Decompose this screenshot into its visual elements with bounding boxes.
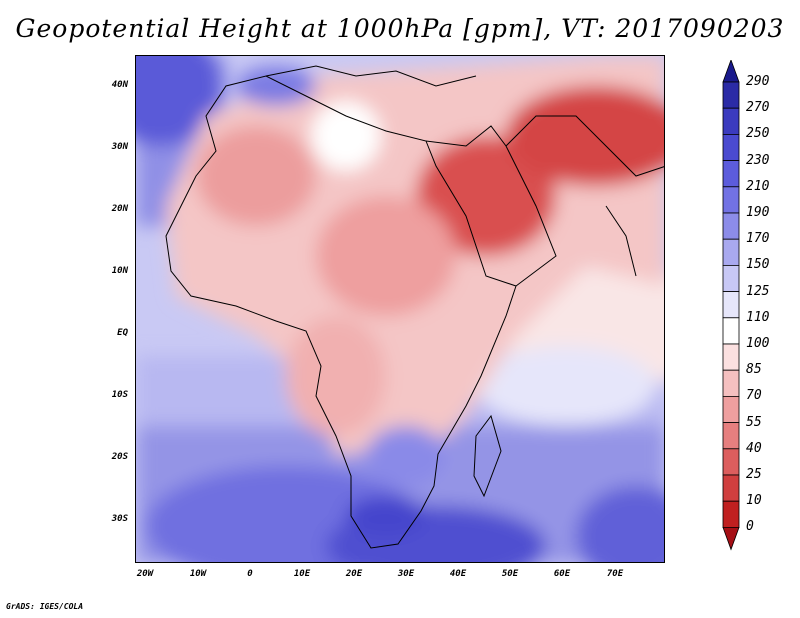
lat-label-30s: 30S [111,514,128,524]
colorbar-label: 0 [746,519,754,535]
colorbar-label: 150 [746,257,770,273]
colorbar-segment [722,212,740,240]
map-title: Geopotential Height at 1000hPa [gpm], VT… [15,14,785,43]
colorbar-segment [722,291,740,319]
colorbar-segment [722,186,740,214]
colorbar-segment [722,107,740,135]
colorbar-segment [722,81,740,109]
colorbar-segment [722,395,740,423]
lat-label-30n: 30N [111,142,128,152]
colorbar-label: 250 [746,126,770,142]
colorbar-segment [722,317,740,345]
lon-label-40e: 40E [449,569,467,579]
colorbar-label: 85 [746,362,762,378]
lat-label-10n: 10N [111,266,128,276]
colorbar-label: 290 [746,74,770,89]
colorbar-label: 190 [746,205,770,220]
colorbar-segment [722,264,740,292]
colorbar-label: 55 [746,414,762,430]
colorbar-segment [722,448,740,476]
colorbar-label: 25 [746,467,762,482]
lon-label-10w: 10W [189,569,207,579]
colorbar-segment [722,474,740,502]
lon-label-30e: 30E [397,569,415,579]
lon-label-20e: 20E [345,569,363,579]
map-field [136,56,664,562]
colorbar-segment [722,238,740,266]
colorbar-segment [722,422,740,450]
colorbar-label: 40 [746,440,762,456]
lon-label-60e: 60E [553,569,571,579]
lon-label-20w: 20W [136,569,154,579]
lon-label-50e: 50E [501,569,519,579]
colorbar-bottom-arrow [722,526,740,551]
grads-credit: GrADS: IGES/COLA [6,602,84,611]
colorbar [722,60,740,551]
lat-label-20s: 20S [111,452,128,462]
lon-label-70e: 70E [606,569,624,579]
colorbar-label: 70 [746,388,762,404]
lon-label-10e: 10E [293,569,311,579]
lat-label-eq: EQ [117,328,128,338]
lat-label-10s: 10S [111,390,128,400]
lat-label-40n: 40N [111,80,128,90]
colorbar-segment [722,160,740,188]
lon-label-0: 0 [247,569,253,579]
colorbar-segment [722,500,740,528]
colorbar-label: 230 [746,152,770,168]
colorbar-label: 270 [746,100,770,116]
colorbar-segment [722,369,740,397]
map-panel [135,55,665,563]
lat-label-20n: 20N [111,204,128,214]
colorbar-segment [722,134,740,162]
colorbar-segment [722,343,740,371]
colorbar-label: 170 [746,231,770,247]
colorbar-top-arrow [722,60,740,83]
colorbar-label: 210 [746,178,770,194]
colorbar-label: 110 [746,309,770,325]
colorbar-label: 125 [746,283,770,299]
colorbar-label: 100 [746,336,770,351]
colorbar-label: 10 [746,493,762,509]
